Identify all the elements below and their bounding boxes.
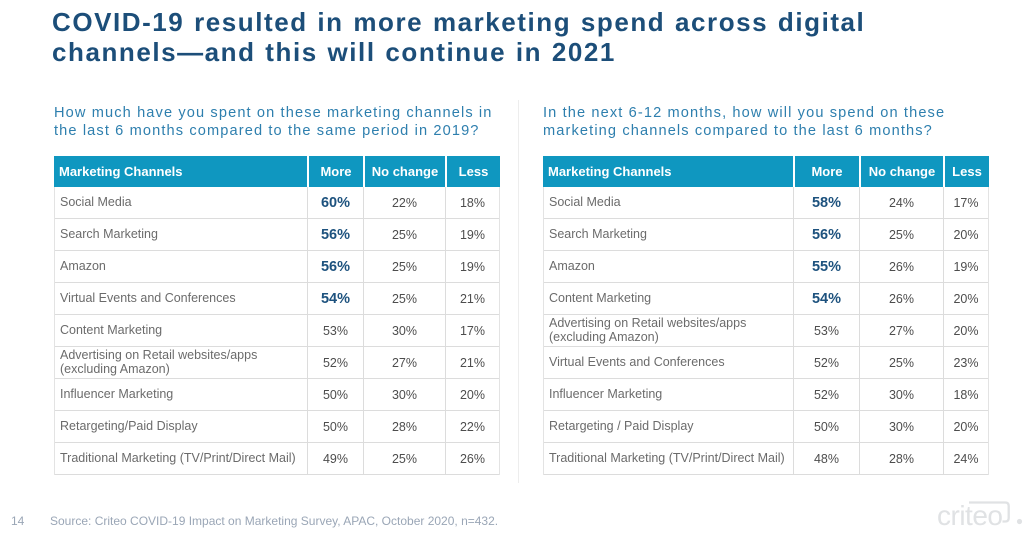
svg-text:criteo: criteo — [937, 500, 1002, 531]
